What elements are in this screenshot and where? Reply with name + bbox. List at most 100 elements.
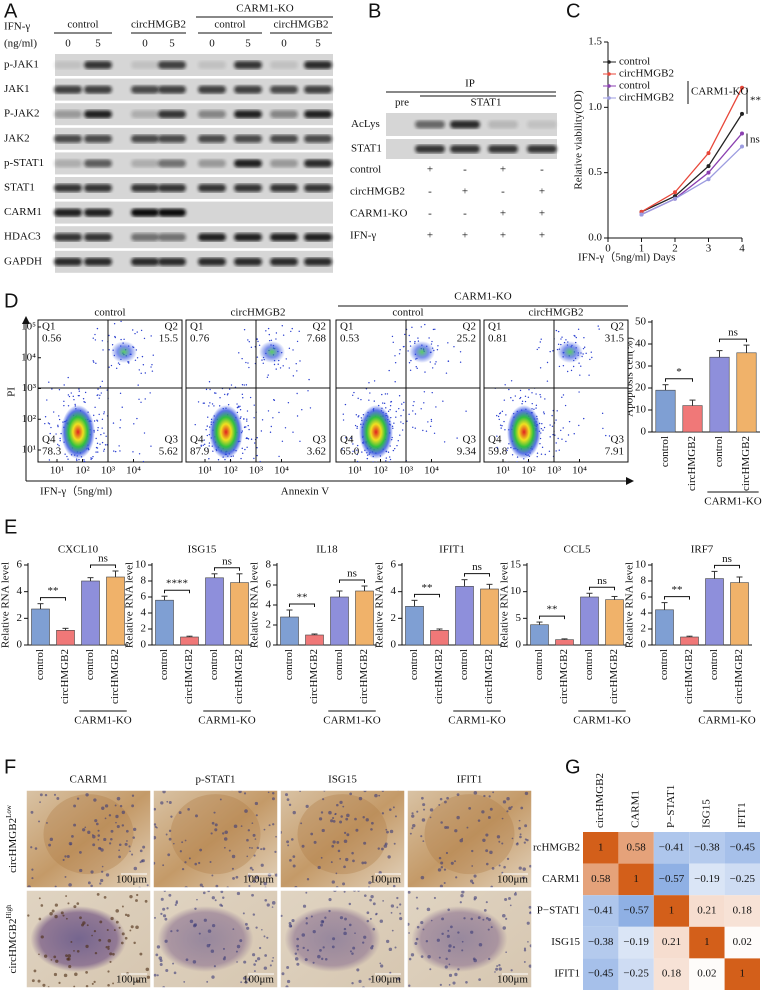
- category-label: control: [158, 649, 170, 680]
- nucleus: [372, 902, 376, 906]
- row-label: P−STAT1: [537, 905, 580, 917]
- event-dot: [557, 330, 560, 333]
- event-dot: [288, 367, 290, 369]
- event-dot: [496, 435, 498, 437]
- condition-sign: +: [500, 230, 506, 242]
- nucleus: [107, 970, 110, 973]
- nucleus: [31, 877, 34, 880]
- event-dot: [375, 461, 377, 462]
- event-dot: [246, 410, 249, 412]
- nucleus: [30, 810, 34, 814]
- nucleus: [238, 790, 242, 794]
- nucleus: [109, 952, 113, 956]
- nucleus: [60, 911, 64, 915]
- nucleus: [292, 810, 296, 815]
- event-dot: [548, 450, 551, 453]
- event-dot: [390, 463, 391, 464]
- blot-band: [270, 257, 298, 266]
- event-dot: [431, 367, 434, 369]
- bar: [56, 630, 75, 646]
- event-dot: [408, 362, 411, 364]
- blot-band: [234, 134, 262, 143]
- nucleus: [437, 868, 442, 872]
- cell-label: −0.41: [588, 905, 613, 917]
- nucleus: [64, 875, 67, 878]
- nucleus: [430, 919, 433, 922]
- x-tick-label: 10¹: [198, 465, 212, 477]
- y-tick-label: 10²: [22, 413, 37, 425]
- event-dot: [562, 364, 565, 367]
- x-tick-label: 0: [605, 243, 611, 255]
- bar: [455, 586, 474, 646]
- event-dot: [356, 427, 358, 430]
- series-point: [673, 190, 677, 195]
- legend-label: control: [619, 56, 650, 68]
- group-label: control: [67, 19, 98, 31]
- nucleus: [206, 980, 209, 983]
- blot-band: [158, 208, 186, 217]
- nucleus: [399, 917, 403, 921]
- event-dot: [96, 394, 98, 397]
- blot-band: [527, 120, 557, 129]
- quadrant-name: Q4: [42, 434, 56, 446]
- event-dot: [531, 477, 532, 478]
- nucleus: [253, 970, 256, 973]
- bar: [555, 639, 574, 646]
- event-dot: [403, 345, 405, 348]
- event-dot: [90, 458, 92, 461]
- ihc-image: [26, 790, 151, 888]
- nucleus: [125, 829, 129, 833]
- nucleus: [178, 811, 182, 815]
- nucleus: [491, 866, 495, 870]
- nucleus: [348, 902, 352, 906]
- nucleus: [399, 903, 402, 906]
- nucleus: [511, 837, 514, 840]
- event-dot: [44, 422, 46, 425]
- bar: [155, 599, 174, 646]
- event-dot: [115, 367, 118, 370]
- nucleus: [222, 832, 225, 835]
- quadrant-value: 0.76: [190, 333, 210, 345]
- significance-label: **: [672, 584, 683, 596]
- group-label: circHMGB2: [131, 19, 186, 31]
- nucleus: [420, 875, 425, 880]
- nucleus: [162, 907, 166, 911]
- nucleus: [342, 805, 345, 808]
- event-dot: [52, 411, 55, 413]
- nucleus: [397, 977, 401, 981]
- nucleus: [305, 804, 309, 808]
- nucleus: [255, 814, 258, 817]
- event-dot: [113, 323, 116, 325]
- flow-title: circHMGB2: [529, 307, 584, 319]
- nucleus: [251, 847, 253, 849]
- blot-label: P-JAK2: [4, 108, 39, 120]
- event-dot: [70, 482, 71, 483]
- event-dot: [296, 340, 299, 343]
- nucleus: [440, 861, 444, 865]
- bar: [430, 630, 449, 646]
- nucleus: [448, 984, 451, 986]
- event-dot: [393, 422, 395, 424]
- nucleus: [396, 896, 399, 900]
- heatmap-cell: [618, 926, 654, 959]
- nucleus: [107, 945, 110, 948]
- nucleus: [448, 944, 452, 948]
- blot-band: [131, 184, 159, 192]
- quadrant-name: Q2: [313, 321, 326, 333]
- event-dot: [429, 425, 432, 428]
- nucleus: [211, 975, 215, 979]
- series-point: [706, 177, 711, 182]
- event-dot: [58, 389, 61, 391]
- nucleus: [121, 824, 125, 827]
- event-dot: [223, 393, 226, 396]
- nucleus: [63, 973, 68, 978]
- nucleus: [55, 959, 59, 963]
- event-dot: [101, 441, 104, 444]
- nucleus: [154, 825, 157, 828]
- nucleus: [310, 915, 313, 918]
- flow-title: control: [392, 307, 423, 319]
- blot-band: [131, 61, 159, 69]
- chart-title: IRF7: [691, 544, 714, 556]
- blot-band: [54, 61, 82, 69]
- nucleus: [272, 791, 275, 795]
